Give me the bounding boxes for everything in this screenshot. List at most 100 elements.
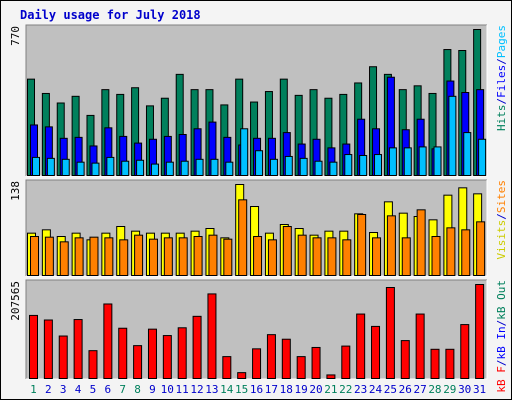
pages-bar — [240, 128, 249, 176]
sites-bar — [267, 239, 277, 276]
x-tick-label: 5 — [90, 383, 97, 396]
sites-bar — [223, 238, 233, 277]
legend-entry: kB F — [495, 366, 508, 393]
kb-bar — [296, 356, 306, 379]
kb-bar — [415, 313, 425, 380]
sites-bar — [327, 237, 337, 276]
pages-bar — [418, 146, 427, 176]
sites-bar — [372, 237, 382, 276]
x-tick-label: 19 — [294, 383, 307, 396]
sites-bar — [134, 234, 144, 277]
legend-entry: / — [495, 98, 508, 105]
x-tick-label: 22 — [339, 383, 352, 396]
sites-bar — [208, 234, 218, 277]
pages-bar — [150, 163, 159, 177]
x-tick-label: 7 — [119, 383, 126, 396]
x-tick-label: 17 — [265, 383, 278, 396]
kb-bar — [371, 325, 381, 380]
pages-bar — [121, 160, 130, 177]
legend-entry: Sites — [495, 180, 508, 213]
pages-bar — [403, 147, 412, 176]
sites-bar — [416, 209, 426, 276]
hits-panel-shadow-edge — [25, 24, 487, 176]
kb-bar — [58, 335, 68, 380]
x-tick-label: 29 — [443, 383, 456, 396]
kb-bar — [29, 314, 38, 379]
kb-bar — [281, 338, 291, 379]
visits-ymax-label: 138 — [9, 181, 22, 201]
kb-bar — [207, 293, 217, 379]
kb-bar — [43, 319, 53, 380]
kb-bar — [341, 345, 351, 379]
pages-bar — [32, 156, 40, 176]
pages-bar — [299, 157, 308, 176]
x-tick-label: 11 — [176, 383, 189, 396]
pages-bar — [478, 138, 487, 176]
sites-bar — [104, 237, 114, 276]
legend-entry: / — [495, 58, 508, 65]
sites-bar — [30, 236, 39, 276]
sites-bar — [59, 241, 69, 276]
pages-bar — [210, 158, 219, 176]
pages-bar — [76, 161, 85, 177]
sites-bar — [148, 238, 158, 277]
sites-bar — [119, 239, 129, 276]
chart-title: Daily usage for July 2018 — [20, 8, 201, 22]
kb-bar — [177, 327, 187, 379]
sites-bar — [461, 229, 471, 276]
hits-legend: Hits/Files/Pages — [495, 25, 508, 131]
pages-bar — [344, 154, 353, 177]
pages-bar — [359, 155, 368, 176]
sites-bar — [89, 236, 99, 277]
kb-bar — [133, 345, 143, 380]
kb-bar — [266, 334, 276, 379]
kb-bar — [103, 303, 113, 379]
sites-bar — [282, 226, 292, 276]
x-tick-label: 4 — [75, 383, 82, 396]
hits-ymax-label: 770 — [9, 26, 22, 46]
x-tick-label: 14 — [220, 383, 234, 396]
kb-bar — [430, 348, 440, 380]
kb-bar — [311, 346, 321, 380]
legend-entry: / — [495, 320, 508, 327]
x-tick-label: 1 — [30, 383, 37, 396]
legend-entry: kB Out — [495, 280, 508, 320]
visits-legend: Visits/Sites — [495, 180, 508, 260]
pages-bar — [165, 161, 174, 177]
x-tick-label: 31 — [473, 383, 486, 396]
sites-bar — [342, 239, 352, 276]
sites-bar — [446, 227, 456, 276]
x-tick-label: 16 — [250, 383, 263, 396]
x-tick-label: 20 — [309, 383, 322, 396]
kb-bar — [460, 324, 470, 380]
kb-bar — [88, 350, 98, 379]
pages-bar — [433, 146, 442, 176]
legend-entry: Visits — [495, 220, 508, 260]
x-tick-label: 24 — [369, 383, 383, 396]
x-tick-label: 12 — [190, 383, 203, 396]
kb-bar — [118, 327, 128, 380]
kb-bar — [385, 287, 395, 380]
pages-bar — [314, 160, 323, 177]
kb-bar — [222, 356, 232, 379]
x-tick-label: 13 — [205, 383, 218, 396]
pages-bar — [61, 158, 70, 176]
legend-entry: Files — [495, 65, 508, 98]
pages-bar — [448, 95, 457, 176]
kb-bar — [73, 319, 83, 379]
kb-bar — [475, 284, 485, 379]
kb-panel-shadow-edge — [25, 279, 487, 379]
sites-bar — [297, 234, 307, 277]
sites-bar — [357, 214, 367, 276]
sites-bar — [386, 215, 396, 276]
legend-entry: / — [495, 213, 508, 220]
sites-bar — [431, 236, 441, 276]
x-tick-label: 2 — [45, 383, 52, 396]
pages-bar — [225, 161, 234, 177]
x-tick-label: 6 — [104, 383, 111, 396]
pages-bar — [255, 150, 264, 177]
sites-bar — [74, 237, 84, 276]
kb-bar — [400, 340, 410, 380]
